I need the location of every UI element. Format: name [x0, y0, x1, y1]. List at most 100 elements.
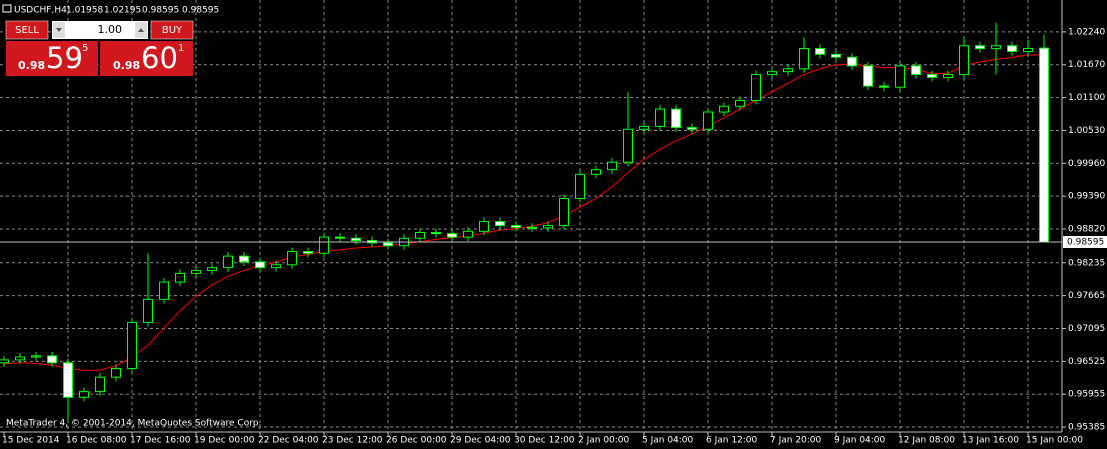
candle-body: [607, 161, 617, 171]
candle-body: [751, 74, 761, 101]
x-tick-label: 13 Jan 16:00: [962, 436, 1019, 446]
x-tick-label: 23 Dec 12:00: [322, 436, 383, 446]
header-low: 0.98595: [142, 6, 179, 16]
header-open: 1.01958: [66, 6, 103, 16]
candle-body: [415, 231, 425, 239]
candle-body: [591, 169, 601, 175]
candle-body: [303, 251, 313, 254]
y-tick-label: 0.97665: [1068, 291, 1105, 301]
bid-box[interactable]: [6, 41, 98, 76]
y-tick-label: 0.97095: [1068, 324, 1105, 334]
y-tick-label: 0.98235: [1068, 258, 1105, 268]
y-tick-label: 0.96525: [1068, 357, 1105, 367]
candle-body: [1007, 45, 1017, 52]
candle-body: [559, 197, 569, 227]
x-tick-label: 15 Dec 2014: [2, 436, 60, 446]
candle-body: [47, 355, 57, 364]
x-tick-label: 17 Dec 16:00: [130, 436, 191, 446]
candle-body: [1039, 47, 1049, 243]
candle-body: [447, 233, 457, 238]
y-tick-label: 1.02240: [1068, 27, 1105, 37]
price-label: 0.98595: [1067, 237, 1104, 247]
candle-body: [687, 127, 697, 130]
candle-body: [927, 74, 937, 78]
x-tick-label: 26 Dec 00:00: [386, 436, 447, 446]
sell-button[interactable]: [5, 20, 49, 40]
candle-body: [543, 225, 553, 229]
candle-body: [111, 368, 121, 378]
candle-body: [655, 108, 665, 127]
watermark: MetaTrader 4, © 2001-2014, MetaQuotes So…: [6, 419, 262, 429]
candle-body: [1023, 48, 1033, 52]
buy-label: BUY: [162, 25, 183, 36]
ask-prefix: 0.98: [113, 59, 140, 72]
candle-body: [255, 261, 265, 269]
header-close: 0.98595: [182, 6, 219, 16]
candle-body: [575, 173, 585, 199]
candle-body: [639, 125, 649, 130]
candle-body: [287, 251, 297, 266]
trade-panel: SELL 1.00 BUY 0.98 59 5 0.98 60 1: [5, 20, 194, 76]
candle-body: [623, 128, 633, 163]
candle-body: [271, 264, 281, 269]
candle-body: [511, 225, 521, 228]
candle-body: [895, 65, 905, 88]
header-high: 1.02195: [104, 6, 141, 16]
up-arrow: [138, 28, 144, 32]
candle-body: [143, 298, 153, 323]
lot-field[interactable]: [52, 21, 148, 39]
x-tick-label: 5 Jan 04:00: [642, 436, 694, 446]
buy-button[interactable]: [150, 20, 194, 40]
x-tick-label: 30 Dec 12:00: [514, 436, 575, 446]
candle-body: [127, 321, 137, 370]
candle-body: [991, 45, 1001, 50]
candle-body: [319, 236, 329, 254]
x-tick-label: 9 Jan 04:00: [834, 436, 886, 446]
header-icon: [2, 4, 12, 13]
candle-body: [911, 65, 921, 76]
candle-body: [863, 65, 873, 87]
x-tick-label: 22 Dec 04:00: [258, 436, 319, 446]
candle-body: [767, 71, 777, 76]
candle-body: [783, 68, 793, 73]
ask-small: 1: [178, 43, 184, 54]
candle-body: [527, 226, 537, 229]
candle-body: [431, 231, 441, 235]
candle-body: [31, 355, 41, 358]
x-tick-label: 19 Dec 00:00: [194, 436, 255, 446]
candle-body: [15, 356, 25, 361]
candle-body: [799, 48, 809, 70]
candle-body: [0, 359, 9, 364]
candle-body: [495, 221, 505, 227]
candle-body: [223, 255, 233, 269]
candle-body: [63, 362, 73, 398]
candle-body: [479, 221, 489, 232]
y-tick-label: 0.95955: [1068, 390, 1105, 400]
down-arrow: [56, 28, 62, 32]
y-tick-label: 0.99960: [1068, 159, 1105, 169]
candle-body: [847, 56, 857, 67]
candle-body: [207, 267, 217, 272]
bid-big: 59: [46, 41, 83, 75]
y-tick-label: 0.98820: [1068, 225, 1105, 235]
candle-body: [79, 391, 89, 398]
symbol: USDCHF,H4: [14, 6, 67, 16]
candle-body: [719, 105, 729, 113]
candle-body: [463, 230, 473, 238]
candle-body: [815, 48, 825, 55]
candle-body: [159, 281, 169, 300]
candle-body: [175, 272, 185, 283]
price-label-box: [1063, 235, 1107, 248]
y-tick-label: 0.95385: [1068, 423, 1105, 433]
candle-body: [943, 74, 953, 78]
candle-body: [239, 255, 249, 263]
lot-value: 1.00: [98, 23, 123, 36]
candle-body: [975, 45, 985, 50]
bid-small: 5: [82, 43, 88, 54]
x-tick-label: 16 Dec 08:00: [66, 436, 127, 446]
y-tick-label: 0.99390: [1068, 192, 1105, 202]
ask-box[interactable]: [100, 41, 193, 76]
candle-body: [735, 99, 745, 107]
